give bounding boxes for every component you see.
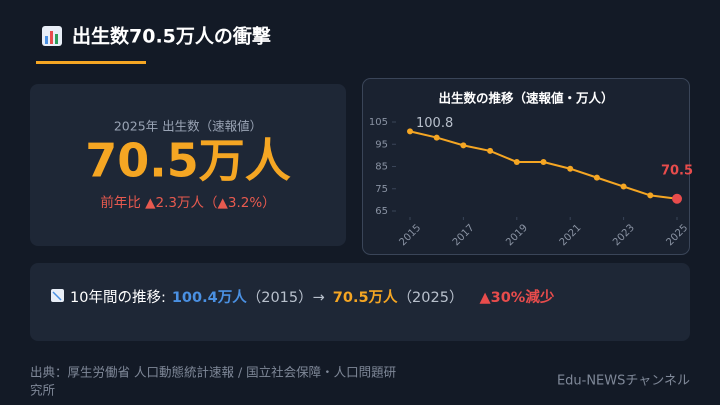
title-icon <box>42 26 62 46</box>
trend-text: 10年間の推移: 100.4万人（2015）→ 70.5万人（2025） ▲30%減少 <box>70 289 555 306</box>
trend-end-value: 70.5万人 <box>333 289 398 306</box>
point <box>567 166 573 172</box>
y-tick-label: 105 <box>369 117 388 128</box>
source-line: 出典：厚生労働省 人口動態統計速報 / 国立社会保障・人口問題研 <box>30 365 396 380</box>
y-tick-label: 95 <box>375 139 388 150</box>
point <box>594 175 600 181</box>
y-tick-label: 85 <box>375 162 388 173</box>
page-title: 出生数70.5万人の衝撃 <box>72 25 271 48</box>
y-tick-label: 75 <box>375 184 388 195</box>
point <box>672 194 682 204</box>
trend-start-year: （2015）→ <box>247 289 325 306</box>
point <box>460 142 466 148</box>
point <box>407 128 413 134</box>
trend-label: 10年間の推移: <box>70 289 166 306</box>
point <box>647 192 653 198</box>
brand: Edu-NEWSチャンネル <box>557 374 690 389</box>
y-tick-label: 65 <box>375 206 388 217</box>
data-label: 70.5 <box>661 163 693 178</box>
source-line: 究所 <box>30 383 55 398</box>
summary-value: 70.5万人 <box>85 134 291 188</box>
trend-start-value: 100.4万人 <box>172 289 247 306</box>
point <box>514 159 520 165</box>
summary-change: 前年比 ▲2.3万人（▲3.2%） <box>100 194 275 211</box>
trend-change: ▲30%減少 <box>479 289 554 306</box>
point <box>487 148 493 154</box>
title-underline <box>36 61 146 64</box>
trend-end-year: （2025） <box>398 289 464 306</box>
point <box>621 184 627 190</box>
point <box>434 135 440 141</box>
data-label: 100.8 <box>416 116 453 131</box>
trend-icon <box>51 289 64 302</box>
summary-caption: 2025年 出生数（速報値） <box>114 119 262 134</box>
point <box>541 159 547 165</box>
chart-title: 出生数の推移（速報値・万人） <box>438 91 613 106</box>
